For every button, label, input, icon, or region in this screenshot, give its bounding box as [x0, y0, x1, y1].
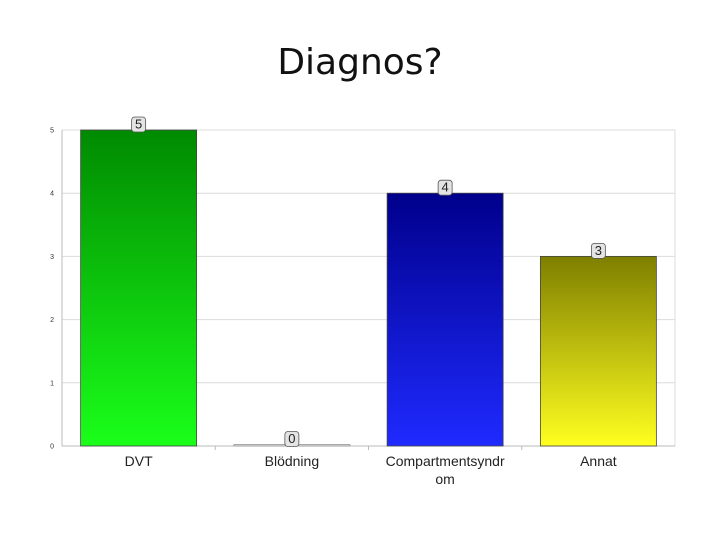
y-tick-label: 4: [50, 191, 54, 198]
x-tick-label: Compartmentsyndr om: [386, 453, 505, 487]
x-tick-label: Annat: [580, 453, 617, 469]
bar: [80, 129, 198, 447]
data-label-badge: [131, 116, 147, 133]
data-label-badge: [284, 431, 300, 447]
y-tick-label: 5: [50, 128, 54, 135]
bar: [386, 192, 504, 447]
y-tick-label: 2: [50, 317, 54, 324]
y-tick-label: 1: [50, 380, 54, 387]
bar: [539, 255, 657, 447]
data-label-badge: [590, 242, 606, 259]
x-tick-label: DVT: [125, 453, 153, 469]
data-label: 5: [135, 117, 142, 132]
slide-title: Diagnos?: [277, 42, 443, 83]
data-label-badge: [437, 179, 453, 196]
data-label: 3: [595, 243, 602, 258]
data-label: 4: [442, 180, 449, 195]
y-tick-label: 3: [50, 254, 54, 261]
y-tick-label: 0: [50, 444, 54, 451]
x-tick-label: Blödning: [265, 453, 320, 469]
data-label: 0: [288, 431, 295, 446]
